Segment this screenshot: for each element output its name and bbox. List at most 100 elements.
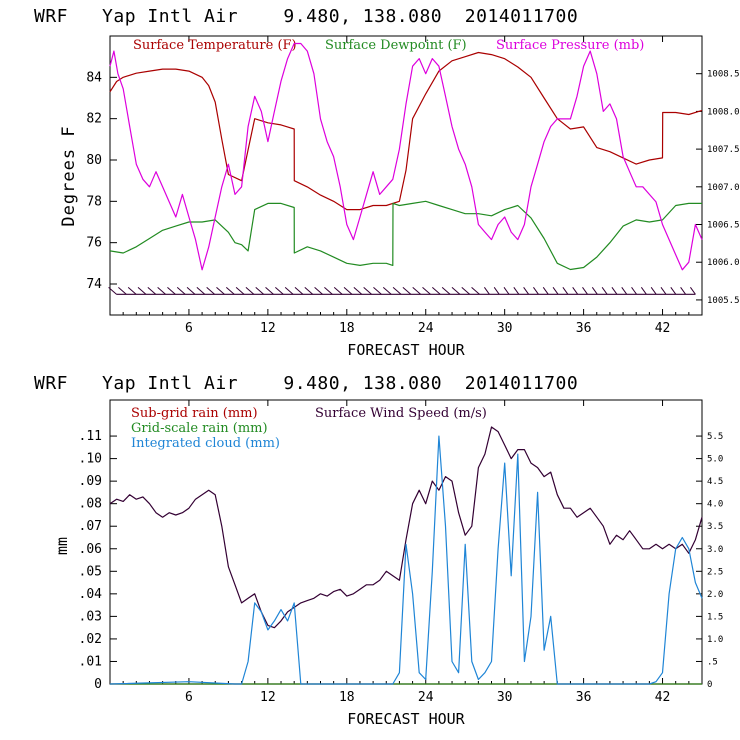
legend-grid-scale-rain: Grid-scale rain (mm) — [131, 421, 268, 436]
top-y-ticks: 74 76 78 80 82 84 — [86, 70, 117, 292]
bottom-x-ticks: 6 12 18 24 30 36 42 — [122, 400, 690, 705]
x-tick-label: 42 — [655, 690, 671, 705]
wind-barb — [206, 286, 216, 295]
y-tick-label: .05 — [79, 564, 102, 579]
wind-barb — [513, 287, 520, 295]
y-tick-label: .06 — [79, 542, 102, 557]
wind-barb — [108, 286, 117, 295]
y2-tick-label: 1008.0 — [707, 107, 740, 117]
top-panel-title: WRF Yap Intl Air 9.480, 138.080 20140117… — [34, 6, 578, 27]
x-tick-label: 42 — [655, 321, 671, 336]
top-x-axis-label: FORECAST HOUR — [347, 341, 465, 359]
wind-barb — [441, 286, 451, 295]
wind-barb — [255, 286, 265, 295]
wind-barb — [533, 287, 539, 295]
y-tick-label: 78 — [86, 194, 102, 209]
y2-tick-label: 2.0 — [707, 590, 723, 600]
wind-barb — [314, 286, 323, 295]
wind-barb — [196, 286, 206, 295]
y-tick-label: 0 — [94, 677, 102, 692]
x-tick-label: 30 — [497, 321, 513, 336]
x-tick-label: 24 — [418, 690, 434, 705]
wind-barb — [461, 286, 471, 295]
wind-barb — [402, 286, 412, 295]
y2-tick-label: 3.0 — [707, 545, 723, 555]
y-tick-label: .04 — [79, 587, 103, 602]
bottom-y-ticks: 0 .01 .02 .03 .04 .05 .06 .07 .08 .09 .10 .11 — [79, 429, 117, 692]
legend-surface-dewpoint: Surface Dewpoint (F) — [325, 38, 467, 53]
y2-tick-label: 1006.5 — [707, 221, 740, 231]
series-surface-dewpoint-f — [109, 200, 702, 271]
wind-barb — [265, 286, 274, 295]
bottom-panel: WRF Yap Intl Air 9.480, 138.080 20140117… — [34, 373, 723, 728]
series-surface-pressure-mb — [109, 42, 703, 271]
series-surface-temperature-f — [109, 51, 703, 211]
wind-barb — [670, 287, 677, 295]
y2-tick-label: 1006.0 — [707, 258, 740, 268]
y2-tick-label: 4.5 — [707, 477, 723, 487]
bottom-panel-title: WRF Yap Intl Air 9.480, 138.080 20140117… — [34, 373, 578, 394]
y-tick-label: .07 — [79, 519, 102, 534]
top-series-lines — [109, 42, 703, 271]
series-integrated-cloud-mm — [109, 435, 703, 685]
y2-tick-label: .5 — [707, 657, 718, 667]
wind-barb — [432, 286, 441, 295]
wind-barb — [304, 286, 314, 295]
x-tick-label: 18 — [339, 690, 355, 705]
wind-barb — [690, 287, 696, 295]
bottom-y2-ticks: 0 .5 1.0 1.5 2.0 2.5 3.0 3.5 4.0 4.5 5.0 5.5 — [696, 432, 723, 690]
wind-barb — [225, 286, 235, 295]
x-tick-label: 30 — [497, 690, 513, 705]
x-tick-label: 12 — [260, 321, 276, 336]
x-tick-label: 18 — [339, 321, 355, 336]
y2-tick-label: 2.5 — [707, 567, 723, 577]
series-surface-wind-speed-m-s — [109, 426, 703, 629]
wind-barb — [127, 286, 137, 295]
wind-barb — [611, 287, 618, 295]
legend-surface-wind-speed: Surface Wind Speed (m/s) — [315, 406, 487, 421]
wind-barb — [353, 286, 363, 295]
wind-barb — [680, 287, 687, 295]
wind-barb — [493, 287, 500, 295]
wind-barb — [216, 286, 225, 295]
wind-barb — [591, 287, 598, 295]
y2-tick-label: 1008.5 — [707, 70, 740, 80]
top-y2-ticks: 1005.5 1006.0 1006.5 1007.0 1007.5 1008.0 1008… — [696, 70, 740, 306]
top-x-ticks: 6 12 18 24 30 36 42 — [122, 36, 690, 336]
y2-tick-label: 5.0 — [707, 455, 723, 465]
wind-barb — [562, 287, 569, 295]
legend-integrated-cloud: Integrated cloud (mm) — [131, 436, 280, 451]
y2-tick-label: 4.0 — [707, 500, 723, 510]
wind-barb — [451, 286, 461, 295]
y-tick-label: .10 — [79, 452, 102, 467]
y2-tick-label: 1007.0 — [707, 183, 740, 193]
top-panel: WRF Yap Intl Air 9.480, 138.080 20140117… — [34, 6, 740, 359]
wind-barb — [176, 286, 186, 295]
wind-barb — [147, 286, 157, 295]
wind-barb — [542, 287, 549, 295]
y2-tick-label: 1005.5 — [707, 296, 740, 306]
wind-barb — [621, 287, 628, 295]
wind-barb — [186, 286, 196, 295]
top-y-axis-label: Degrees F — [59, 125, 79, 226]
wind-barb — [137, 286, 147, 295]
wind-barb — [601, 287, 608, 295]
wind-barb — [294, 286, 304, 295]
wind-barb — [275, 286, 284, 295]
wind-barb — [343, 286, 353, 295]
y-tick-label: 74 — [86, 277, 102, 292]
y-tick-label: .02 — [79, 632, 102, 647]
y-tick-label: 76 — [86, 236, 102, 251]
y-tick-label: .11 — [79, 429, 102, 444]
wind-barb — [572, 287, 579, 295]
wind-barb — [284, 286, 294, 295]
wind-barb — [650, 287, 657, 295]
y-tick-label: .08 — [79, 497, 102, 512]
x-tick-label: 6 — [185, 321, 193, 336]
y-tick-label: 80 — [86, 153, 102, 168]
wind-barb — [392, 286, 402, 295]
wind-barb — [483, 287, 490, 295]
legend-sub-grid-rain: Sub-grid rain (mm) — [131, 406, 258, 421]
wind-barb — [363, 286, 372, 295]
wind-barb — [382, 286, 392, 295]
